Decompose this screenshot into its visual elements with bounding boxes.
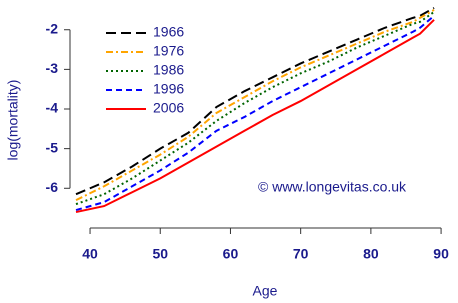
legend-label: 1966 [153,24,184,40]
x-tick-label: 40 [82,246,98,262]
y-tick-label: -4 [46,100,59,116]
y-tick-label: -5 [46,139,59,155]
legend-item: 1986 [106,62,184,78]
annotation: © www.longevitas.co.uk [258,179,407,195]
legend-item: 1976 [106,43,184,59]
y-axis-label: log(mortality) [5,80,21,161]
x-tick-label: 50 [152,246,168,262]
y-tick-label: -6 [46,179,59,195]
legend-label: 2006 [153,100,184,116]
x-axis-label: Age [253,283,278,299]
legend-label: 1976 [153,43,184,59]
y-tick-label: -3 [46,60,59,76]
legend-item: 1966 [106,24,184,40]
legend-label: 1996 [153,81,184,97]
x-tick-label: 60 [223,246,239,262]
series-line [75,7,435,196]
series-line [75,19,435,214]
series-line [75,9,435,202]
x-tick-label: 70 [293,246,309,262]
y-tick-label: -2 [46,20,59,36]
legend-label: 1986 [153,62,184,78]
x-tick-label: 80 [363,246,379,262]
legend-item: 1996 [106,81,184,97]
legend-item: 2006 [106,100,184,116]
series-line [75,15,435,212]
x-tick-label: 90 [433,246,449,262]
